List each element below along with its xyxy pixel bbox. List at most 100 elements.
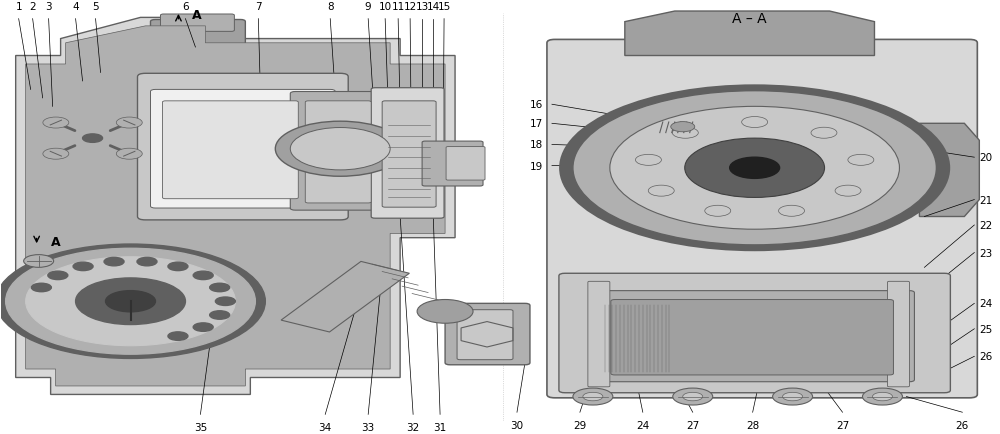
- Circle shape: [773, 388, 813, 405]
- Circle shape: [43, 149, 69, 160]
- Polygon shape: [26, 27, 445, 386]
- Text: 12: 12: [404, 2, 417, 12]
- Text: 26: 26: [979, 352, 993, 362]
- Circle shape: [104, 258, 124, 266]
- Text: 23: 23: [979, 248, 993, 258]
- Circle shape: [742, 117, 768, 128]
- Text: 6: 6: [182, 2, 189, 12]
- Circle shape: [872, 392, 892, 401]
- Circle shape: [168, 332, 188, 341]
- Text: 24: 24: [979, 299, 993, 309]
- Text: 9: 9: [365, 2, 371, 12]
- Text: 35: 35: [194, 422, 207, 432]
- Polygon shape: [919, 124, 979, 217]
- Text: 15: 15: [437, 2, 451, 12]
- FancyBboxPatch shape: [422, 142, 483, 187]
- Circle shape: [648, 186, 674, 197]
- Text: 11: 11: [392, 2, 405, 12]
- Circle shape: [116, 149, 142, 160]
- Circle shape: [193, 323, 213, 332]
- Circle shape: [193, 272, 213, 280]
- Text: И.Д.Т.Р.©: И.Д.Т.Р.©: [719, 330, 790, 343]
- Circle shape: [0, 244, 265, 358]
- Text: 13: 13: [415, 2, 429, 12]
- Circle shape: [290, 128, 390, 171]
- Text: 22: 22: [979, 220, 993, 230]
- Text: А – А: А – А: [732, 12, 767, 26]
- Text: 31: 31: [433, 422, 447, 432]
- FancyBboxPatch shape: [382, 102, 436, 208]
- FancyBboxPatch shape: [547, 40, 977, 398]
- Polygon shape: [16, 18, 455, 395]
- Circle shape: [573, 92, 936, 245]
- Text: 14: 14: [426, 2, 440, 12]
- Text: 4: 4: [72, 2, 79, 12]
- FancyBboxPatch shape: [138, 74, 348, 220]
- Circle shape: [106, 291, 155, 312]
- Circle shape: [705, 206, 731, 217]
- Text: 1: 1: [15, 2, 22, 12]
- Circle shape: [671, 122, 695, 132]
- Circle shape: [6, 249, 255, 355]
- Text: 2: 2: [29, 2, 36, 12]
- Circle shape: [48, 272, 68, 280]
- FancyBboxPatch shape: [457, 310, 513, 360]
- Circle shape: [26, 257, 235, 346]
- Circle shape: [730, 158, 780, 179]
- Circle shape: [43, 118, 69, 129]
- Circle shape: [573, 388, 613, 405]
- FancyBboxPatch shape: [371, 89, 444, 219]
- Text: 29: 29: [573, 420, 587, 430]
- FancyBboxPatch shape: [162, 102, 298, 199]
- Text: 32: 32: [406, 422, 420, 432]
- Text: 16: 16: [530, 100, 543, 110]
- Circle shape: [783, 392, 803, 401]
- Circle shape: [610, 107, 899, 230]
- Circle shape: [76, 278, 185, 325]
- Polygon shape: [281, 262, 409, 332]
- FancyBboxPatch shape: [446, 147, 485, 181]
- Text: А: А: [51, 236, 60, 249]
- Text: А: А: [192, 9, 202, 22]
- Text: 3: 3: [45, 2, 52, 12]
- FancyBboxPatch shape: [559, 274, 950, 393]
- Circle shape: [137, 258, 157, 266]
- Circle shape: [24, 255, 54, 268]
- Circle shape: [779, 206, 805, 217]
- Circle shape: [83, 135, 103, 143]
- Circle shape: [862, 388, 902, 405]
- Text: 18: 18: [530, 140, 543, 150]
- Text: 8: 8: [327, 2, 334, 12]
- FancyBboxPatch shape: [611, 300, 893, 375]
- Circle shape: [685, 139, 825, 198]
- Circle shape: [673, 388, 713, 405]
- Text: 27: 27: [686, 420, 699, 430]
- Circle shape: [417, 300, 473, 323]
- Text: 25: 25: [979, 324, 993, 334]
- Circle shape: [275, 122, 405, 177]
- Text: 19: 19: [530, 161, 543, 171]
- Text: 30: 30: [510, 420, 524, 430]
- Text: 21: 21: [979, 195, 993, 205]
- FancyBboxPatch shape: [445, 304, 530, 365]
- Circle shape: [635, 155, 661, 166]
- Circle shape: [116, 118, 142, 129]
- Text: 7: 7: [255, 2, 262, 12]
- Text: 34: 34: [319, 422, 332, 432]
- Circle shape: [583, 392, 603, 401]
- Text: 24: 24: [636, 420, 649, 430]
- Circle shape: [215, 297, 235, 306]
- Circle shape: [683, 392, 703, 401]
- FancyBboxPatch shape: [887, 282, 909, 387]
- FancyBboxPatch shape: [150, 90, 335, 209]
- FancyBboxPatch shape: [588, 282, 610, 387]
- Text: 27: 27: [836, 420, 849, 430]
- FancyBboxPatch shape: [150, 20, 245, 54]
- Text: 20: 20: [979, 153, 992, 163]
- Text: 5: 5: [92, 2, 99, 12]
- Text: 17: 17: [530, 119, 543, 129]
- FancyBboxPatch shape: [290, 92, 385, 210]
- FancyBboxPatch shape: [595, 291, 914, 382]
- FancyBboxPatch shape: [160, 15, 234, 32]
- Text: 10: 10: [379, 2, 392, 12]
